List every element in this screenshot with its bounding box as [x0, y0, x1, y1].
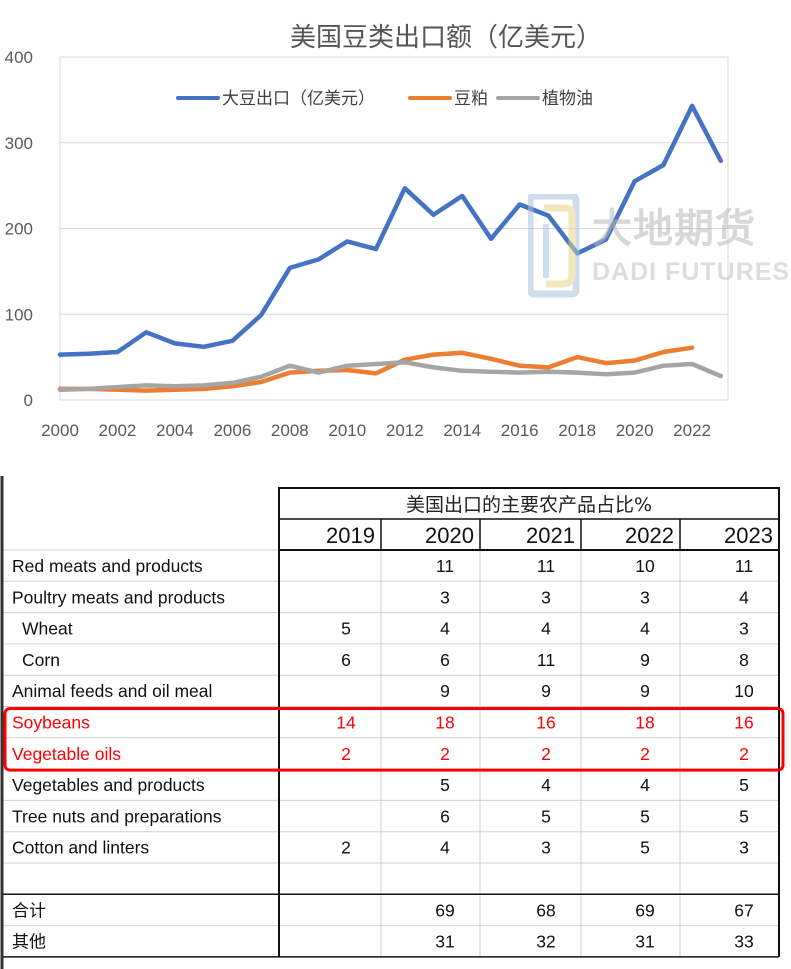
x-tick-label-2012: 2012 [386, 421, 424, 440]
cell-11-2023: 67 [734, 900, 753, 920]
x-tick-label-2016: 2016 [501, 421, 539, 440]
x-tick-label-2008: 2008 [271, 421, 309, 440]
export-share-table: 美国出口的主要农产品占比% 2019 2020 2021 2022 2023 Red mea… [0, 476, 791, 969]
series-line-2 [57, 360, 724, 392]
cell-7-2022: 4 [640, 775, 650, 795]
cell-5-2022: 18 [635, 713, 654, 733]
highlight-box [3, 707, 785, 772]
x-tick-label-2018: 2018 [558, 421, 596, 440]
y-tick-label-400: 400 [5, 48, 33, 67]
line-chart: 0 100 200 300 400 2000 2002 2004 2006 2008 2010 201… [0, 0, 791, 455]
cell-5-2021: 16 [536, 713, 555, 733]
row-label-3: Corn [22, 650, 60, 670]
year-header-2020: 2020 [425, 523, 474, 548]
row-label-6: Vegetable oils [12, 744, 121, 764]
export-share-table-svg: 美国出口的主要农产品占比% 2019 2020 2021 2022 2023 Red mea… [0, 476, 785, 969]
row-label-12: 其他 [12, 933, 46, 953]
y-tick-label-200: 200 [5, 220, 33, 239]
cell-8-2023: 5 [739, 806, 749, 826]
cell-9-2019: 2 [341, 838, 351, 858]
cell-8-2022: 5 [640, 806, 650, 826]
row-label-9: Cotton and linters [12, 838, 149, 858]
cell-12-2021: 32 [536, 932, 555, 952]
cell-7-2021: 4 [541, 775, 551, 795]
cell-7-2023: 5 [739, 775, 749, 795]
cell-4-2022: 9 [640, 681, 650, 701]
cell-4-2023: 10 [734, 681, 754, 701]
cell-12-2020: 31 [435, 932, 454, 952]
cell-6-2020: 2 [440, 744, 450, 764]
cell-0-2023: 11 [735, 556, 753, 576]
x-tick-label-2022: 2022 [673, 421, 711, 440]
y-tick-label-300: 300 [5, 134, 33, 153]
row-label-5: Soybeans [12, 713, 90, 733]
cell-6-2022: 2 [640, 744, 650, 764]
cell-11-2022: 69 [635, 900, 654, 920]
cell-2-2023: 3 [739, 619, 749, 639]
cell-5-2019: 14 [336, 713, 356, 733]
y-tick-label-0: 0 [24, 391, 33, 410]
cell-12-2023: 33 [734, 932, 753, 952]
cell-3-2021: 11 [537, 650, 555, 670]
cell-6-2021: 2 [541, 744, 551, 764]
cell-5-2020: 18 [435, 713, 454, 733]
cell-0-2021: 11 [537, 556, 555, 576]
x-tick-label-2020: 2020 [616, 421, 654, 440]
cell-6-2019: 2 [341, 744, 351, 764]
cell-11-2020: 69 [435, 900, 454, 920]
line-chart-svg: 0 100 200 300 400 2000 2002 2004 2006 2008 2010 201… [5, 23, 729, 440]
legend-label-0: 大豆出口（亿美元） [222, 89, 375, 109]
cell-1-2021: 3 [541, 587, 551, 607]
legend-label-2: 植物油 [542, 89, 593, 109]
row-label-2: Wheat [22, 619, 73, 639]
cell-0-2020: 11 [436, 556, 454, 576]
cell-9-2021: 3 [541, 838, 551, 858]
cell-6-2023: 2 [739, 744, 749, 764]
chart-title: 美国豆类出口额（亿美元） [290, 23, 602, 53]
cell-2-2022: 4 [640, 619, 650, 639]
y-tick-label-100: 100 [5, 305, 33, 324]
cell-7-2020: 5 [440, 775, 450, 795]
legend-label-1: 豆粕 [454, 89, 488, 109]
cell-3-2020: 6 [440, 650, 450, 670]
x-tick-label-2004: 2004 [156, 421, 194, 440]
cell-1-2020: 3 [440, 587, 450, 607]
cell-2-2021: 4 [541, 619, 551, 639]
cell-0-2022: 10 [635, 556, 655, 576]
cell-9-2020: 4 [440, 838, 450, 858]
row-label-7: Vegetables and products [12, 775, 205, 795]
cell-9-2023: 3 [739, 838, 749, 858]
x-tick-label-2010: 2010 [328, 421, 366, 440]
row-label-8: Tree nuts and preparations [12, 806, 222, 826]
year-header-2023: 2023 [724, 523, 773, 548]
cell-3-2023: 8 [739, 650, 749, 670]
x-tick-label-2002: 2002 [99, 421, 137, 440]
cell-9-2022: 5 [640, 838, 650, 858]
cell-2-2019: 5 [341, 619, 351, 639]
cell-11-2021: 68 [536, 900, 555, 920]
cell-2-2020: 4 [440, 619, 450, 639]
table-title: 美国出口的主要农产品占比% [406, 494, 652, 516]
cell-4-2021: 9 [541, 681, 551, 701]
x-tick-label-2000: 2000 [41, 421, 79, 440]
x-tick-label-2006: 2006 [213, 421, 251, 440]
year-header-2019: 2019 [326, 523, 375, 548]
row-label-0: Red meats and products [12, 556, 203, 576]
cell-8-2021: 5 [541, 806, 551, 826]
cell-1-2023: 4 [739, 587, 749, 607]
cell-12-2022: 31 [635, 932, 654, 952]
x-tick-label-2014: 2014 [443, 421, 481, 440]
cell-8-2020: 6 [440, 806, 450, 826]
cell-4-2020: 9 [440, 681, 450, 701]
row-label-11: 合计 [12, 901, 46, 921]
cell-3-2019: 6 [341, 650, 351, 670]
row-label-1: Poultry meats and products [12, 587, 225, 607]
year-header-2022: 2022 [625, 523, 674, 548]
row-label-4: Animal feeds and oil meal [12, 681, 212, 701]
cell-5-2023: 16 [734, 713, 753, 733]
cell-3-2022: 9 [640, 650, 650, 670]
cell-1-2022: 3 [640, 587, 650, 607]
series-line-0 [57, 103, 724, 357]
year-header-2021: 2021 [526, 523, 575, 548]
